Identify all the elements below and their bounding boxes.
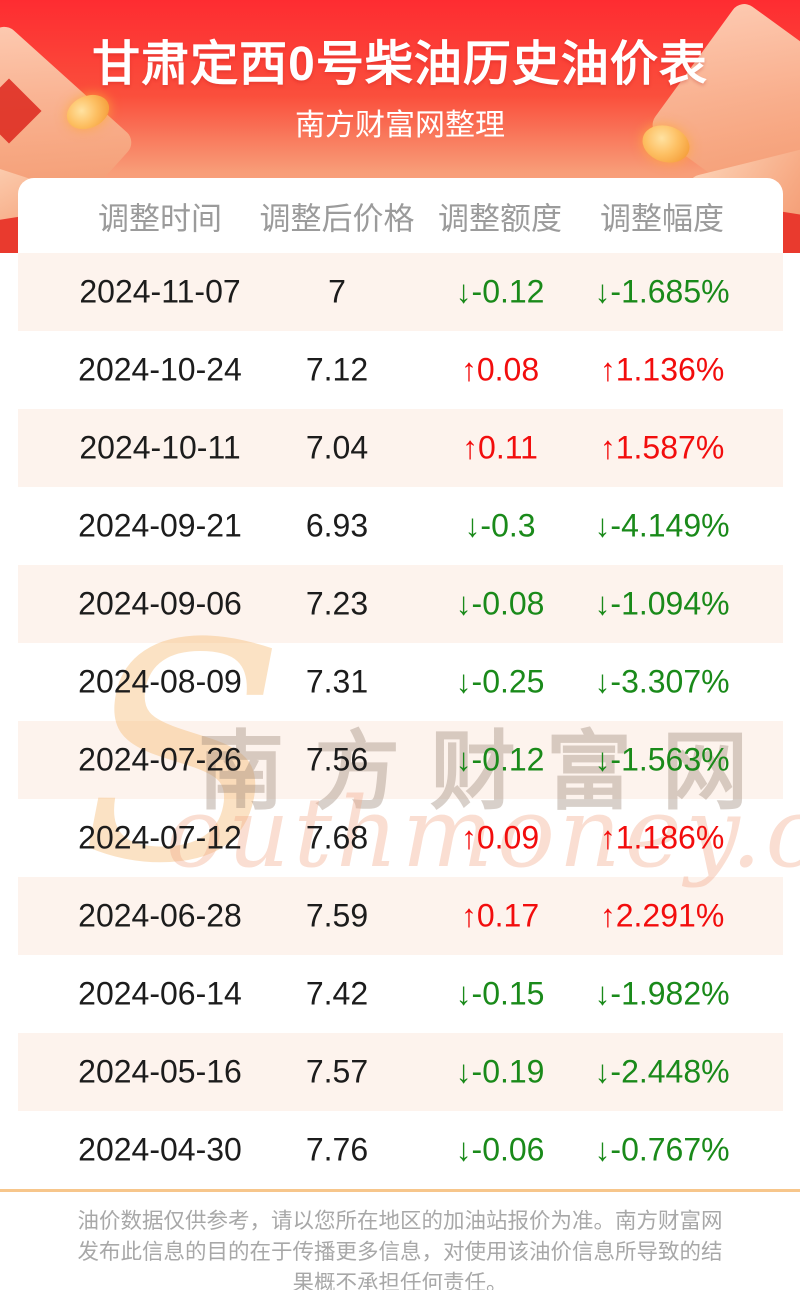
row-percent: ↓-1.563% [594, 741, 730, 778]
column-header-price: 调整后价格 [259, 201, 415, 236]
row-change: ↑0.09 [460, 819, 540, 856]
row-price: 7.23 [305, 585, 369, 622]
table-row: 2024-09-21 6.93 ↓-0.3 ↓-4.149% [18, 487, 783, 565]
table-row: 2024-07-26 7.56 ↓-0.12 ↓-1.563% [18, 721, 783, 799]
row-percent: ↑1.136% [599, 351, 725, 388]
price-table-panel: 调整时间 调整后价格 调整额度 调整幅度 2024-11-07 7 ↓-0.12… [18, 178, 800, 1189]
row-price: 7 [328, 273, 346, 310]
row-price: 6.93 [305, 507, 369, 544]
table-row: 2024-05-16 7.57 ↓-0.19 ↓-2.448% [18, 1033, 783, 1111]
row-change: ↑0.11 [462, 429, 538, 466]
table-row: 2024-06-28 7.59 ↑0.17 ↑2.291% [18, 877, 783, 955]
table-row: 2024-10-11 7.04 ↑0.11 ↑1.587% [18, 409, 783, 487]
row-price: 7.68 [305, 819, 369, 856]
row-date: 2024-11-07 [79, 273, 241, 310]
row-date: 2024-06-28 [78, 897, 242, 934]
disclaimer-line: 发布此信息的目的在于传播更多信息，对使用该油价信息所导致的结 [77, 1240, 723, 1264]
row-change: ↓-0.3 [464, 507, 536, 544]
row-price: 7.42 [305, 975, 369, 1012]
row-percent: ↓-3.307% [594, 663, 730, 700]
row-change: ↓-0.12 [455, 273, 545, 310]
row-change: ↓-0.15 [455, 975, 545, 1012]
row-price: 7.04 [305, 429, 369, 466]
row-percent: ↓-0.767% [594, 1131, 730, 1168]
table-row: 2024-07-12 7.68 ↑0.09 ↑1.186% [18, 799, 783, 877]
row-change: ↓-0.08 [455, 585, 545, 622]
row-percent: ↑1.587% [599, 429, 725, 466]
table-body: 2024-11-07 7 ↓-0.12 ↓-1.685% 2024-10-24 … [18, 253, 800, 1189]
table-row: 2024-06-14 7.42 ↓-0.15 ↓-1.982% [18, 955, 783, 1033]
table-row: 2024-08-09 7.31 ↓-0.25 ↓-3.307% [18, 643, 783, 721]
column-header-percent: 调整幅度 [600, 201, 724, 236]
row-change: ↓-0.25 [455, 663, 545, 700]
row-price: 7.56 [305, 741, 369, 778]
table-row: 2024-09-06 7.23 ↓-0.08 ↓-1.094% [18, 565, 783, 643]
row-percent: ↓-2.448% [594, 1053, 730, 1090]
table-row: 2024-04-30 7.76 ↓-0.06 ↓-0.767% [18, 1111, 783, 1189]
table-row: 2024-11-07 7 ↓-0.12 ↓-1.685% [18, 253, 783, 331]
column-header-change: 调整额度 [438, 201, 562, 236]
disclaimer-line: 果概不承担任何责任。 [292, 1271, 508, 1290]
row-date: 2024-10-11 [79, 429, 241, 466]
row-change: ↓-0.12 [455, 741, 545, 778]
disclaimer: 油价数据仅供参考，请以您所在地区的加油站报价为准。南方财富网 发布此信息的目的在… [0, 1189, 800, 1290]
row-change: ↑0.17 [460, 897, 540, 934]
row-date: 2024-10-24 [78, 351, 242, 388]
row-date: 2024-04-30 [78, 1131, 242, 1168]
row-date: 2024-09-21 [78, 507, 242, 544]
row-date: 2024-07-12 [78, 819, 242, 856]
row-change: ↓-0.06 [455, 1131, 545, 1168]
row-price: 7.57 [305, 1053, 369, 1090]
row-price: 7.31 [305, 663, 369, 700]
disclaimer-line: 油价数据仅供参考，请以您所在地区的加油站报价为准。南方财富网 [77, 1209, 723, 1233]
page-subtitle: 南方财富网整理 [295, 109, 505, 142]
table-header-row: 调整时间 调整后价格 调整额度 调整幅度 [18, 178, 783, 253]
row-percent: ↓-1.094% [594, 585, 730, 622]
row-price: 7.76 [305, 1131, 369, 1168]
row-date: 2024-07-26 [78, 741, 242, 778]
row-change: ↓-0.19 [455, 1053, 545, 1090]
row-change: ↑0.08 [460, 351, 540, 388]
row-percent: ↓-4.149% [594, 507, 730, 544]
row-percent: ↓-1.685% [594, 273, 730, 310]
row-price: 7.59 [305, 897, 369, 934]
table-row: 2024-10-24 7.12 ↑0.08 ↑1.136% [18, 331, 783, 409]
row-date: 2024-09-06 [78, 585, 242, 622]
row-price: 7.12 [305, 351, 369, 388]
row-percent: ↑2.291% [599, 897, 725, 934]
column-header-time: 调整时间 [98, 201, 222, 236]
row-percent: ↑1.186% [599, 819, 725, 856]
row-date: 2024-06-14 [78, 975, 242, 1012]
row-date: 2024-08-09 [78, 663, 242, 700]
row-percent: ↓-1.982% [594, 975, 730, 1012]
page-title: 甘肃定西0号柴油历史油价表 [92, 38, 708, 91]
row-date: 2024-05-16 [78, 1053, 242, 1090]
